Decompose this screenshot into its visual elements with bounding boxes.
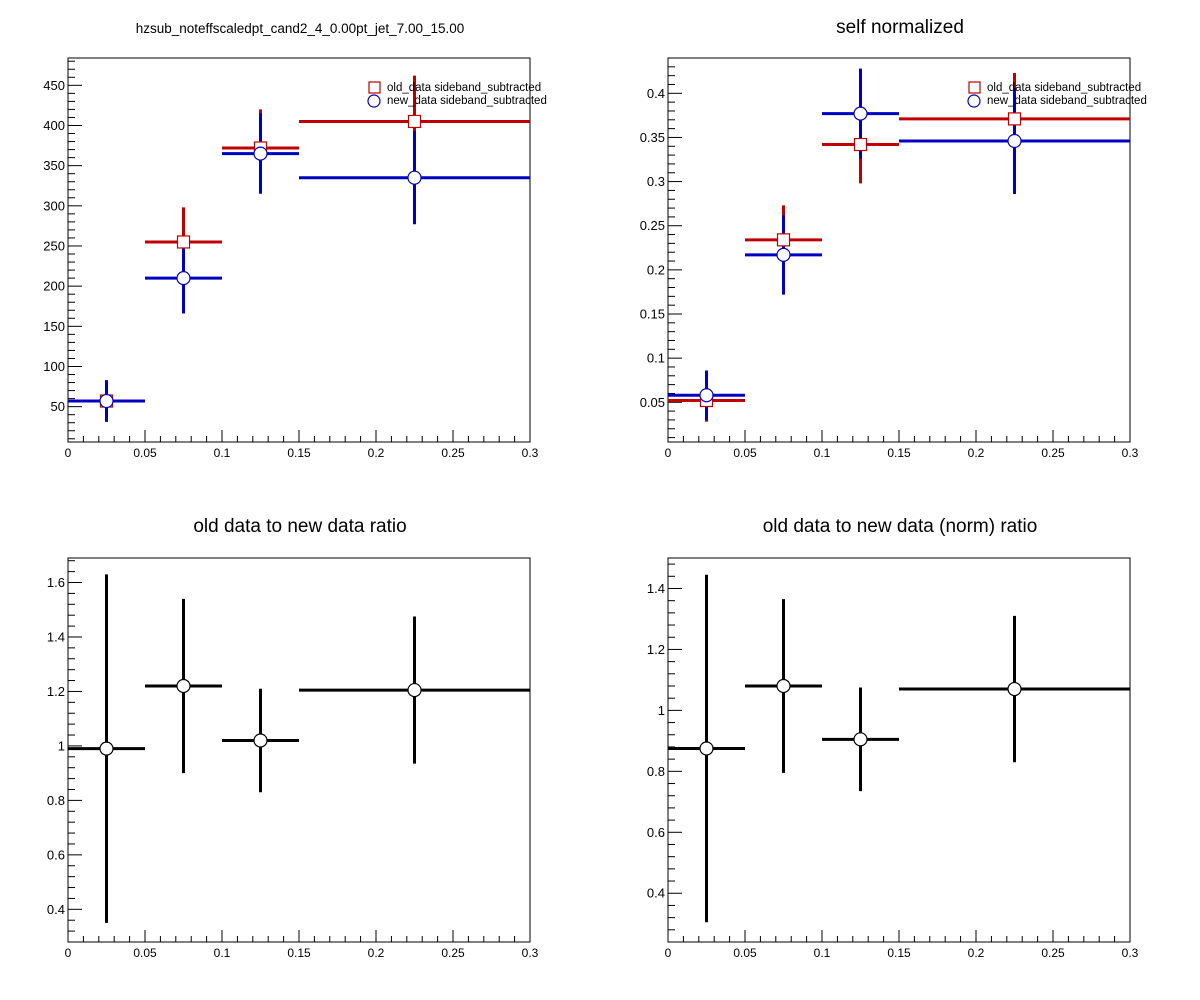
y-tick-label: 300	[43, 198, 65, 213]
chart-panel-2: self normalized 0 0.05 0.1 0.15 0.2 0.25 0.3 0.0…	[640, 17, 1147, 460]
x-tick-label: 0	[65, 446, 72, 460]
data-point-square	[776, 233, 791, 247]
x-tick-label: 0.05	[733, 946, 757, 960]
y-tick-label: 0.4	[647, 886, 665, 901]
y-tick-label: 150	[43, 319, 65, 334]
data-point-circle	[776, 678, 791, 694]
y-tick-label: 100	[43, 359, 65, 374]
legend-square-marker	[968, 81, 981, 94]
plot-frame	[667, 557, 1131, 943]
legend-circle-marker	[367, 94, 381, 108]
y-tick-label: 0.8	[647, 764, 665, 779]
x-tick-label: 0	[65, 946, 72, 960]
y-tick-label: 0.8	[47, 793, 65, 808]
y-tick-label: 1	[658, 703, 665, 718]
y-tick-label: 450	[43, 78, 65, 93]
x-tick-label: 0.3	[1122, 446, 1139, 460]
y-tick-label: 0.4	[47, 902, 65, 917]
data-point-circle	[1007, 133, 1022, 149]
legend-label: new_data sideband_subtracted	[387, 95, 547, 107]
x-tick-label: 0.25	[1041, 946, 1065, 960]
data-point-circle	[253, 733, 268, 748]
x-tick-label: 0.1	[814, 446, 831, 460]
x-tick-label: 0.05	[133, 946, 157, 960]
data-point-circle	[853, 106, 868, 121]
y-tick-label: 1.4	[647, 581, 665, 596]
chart-title: self normalized	[836, 17, 964, 38]
legend-label: old_data sideband_subtracted	[387, 82, 541, 94]
x-tick-label: 0.3	[522, 946, 539, 960]
x-tick-label: 0.15	[287, 446, 311, 460]
data-point-circle	[853, 732, 868, 747]
y-tick-label: 350	[43, 158, 65, 173]
y-tick-label: 0.1	[647, 351, 665, 366]
legend-label: new_data sideband_subtracted	[987, 95, 1147, 107]
x-tick-label: 0.2	[368, 446, 385, 460]
data-point-circle	[407, 682, 422, 698]
data-point-circle	[176, 678, 191, 694]
x-tick-label: 0.15	[887, 946, 911, 960]
chart-title: old data to new data (norm) ratio	[763, 516, 1038, 537]
y-tick-label: 0.35	[640, 130, 665, 145]
data-point-square	[1007, 112, 1022, 126]
x-tick-label: 0.3	[522, 446, 539, 460]
data-point-circle	[99, 393, 114, 409]
chart-title: hzsub_noteffscaledpt_cand2_4_0.00pt_jet_…	[136, 21, 465, 36]
data-point-circle	[699, 741, 714, 756]
x-tick-label: 0.15	[887, 446, 911, 460]
plot-frame	[67, 57, 531, 443]
y-tick-label: 0.25	[640, 218, 665, 233]
x-tick-label: 0.3	[1122, 946, 1139, 960]
y-tick-label: 0.2	[647, 262, 665, 277]
y-tick-label: 50	[51, 399, 65, 414]
legend-label: old_data sideband_subtracted	[987, 82, 1141, 94]
y-tick-label: 0.3	[647, 174, 665, 189]
x-tick-label: 0	[665, 446, 672, 460]
legend-circle-marker	[967, 94, 981, 108]
x-tick-label: 0	[665, 946, 672, 960]
x-tick-label: 0.1	[214, 446, 231, 460]
y-tick-label: 1.2	[647, 642, 665, 657]
y-tick-label: 1.2	[47, 684, 65, 699]
y-tick-label: 1.4	[47, 629, 65, 644]
x-tick-label: 0.15	[287, 946, 311, 960]
x-tick-label: 0.2	[968, 946, 985, 960]
x-tick-label: 0.25	[441, 446, 465, 460]
legend-square-marker	[368, 81, 381, 94]
y-tick-label: 0.4	[647, 86, 665, 101]
y-tick-label: 0.05	[640, 395, 665, 410]
data-point-square	[407, 114, 422, 129]
chart-panel-3: old data to new data ratio 0 0.05 0.1 0.15 0.…	[47, 516, 539, 960]
data-point-circle	[699, 388, 714, 403]
x-tick-label: 0.2	[368, 946, 385, 960]
x-tick-label: 0.25	[1041, 446, 1065, 460]
data-point-circle	[99, 741, 114, 756]
y-tick-label: 0.6	[647, 825, 665, 840]
data-point-square	[176, 235, 191, 249]
chart-title: old data to new data ratio	[193, 516, 406, 537]
data-point-circle	[776, 247, 791, 262]
y-tick-label: 200	[43, 279, 65, 294]
data-point-circle	[253, 146, 268, 161]
x-tick-label: 0.05	[733, 446, 757, 460]
y-tick-label: 1.6	[47, 575, 65, 590]
y-tick-label: 0.15	[640, 307, 665, 322]
x-tick-label: 0.1	[814, 946, 831, 960]
x-tick-label: 0.05	[133, 446, 157, 460]
data-point-square	[853, 137, 868, 152]
x-tick-label: 0.2	[968, 446, 985, 460]
chart-panel-4: old data to new data (norm) ratio 0 0.05 0.…	[647, 516, 1139, 960]
x-tick-label: 0.1	[214, 946, 231, 960]
y-tick-label: 0.6	[47, 847, 65, 862]
chart-panel-1: hzsub_noteffscaledpt_cand2_4_0.00pt_jet_…	[43, 21, 547, 460]
y-tick-label: 1	[58, 738, 65, 753]
plot-frame	[667, 57, 1131, 443]
y-tick-label: 250	[43, 238, 65, 253]
data-point-circle	[176, 271, 191, 286]
x-tick-label: 0.25	[441, 946, 465, 960]
data-point-circle	[1007, 681, 1022, 697]
y-tick-label: 400	[43, 118, 65, 133]
data-point-circle	[407, 170, 422, 185]
